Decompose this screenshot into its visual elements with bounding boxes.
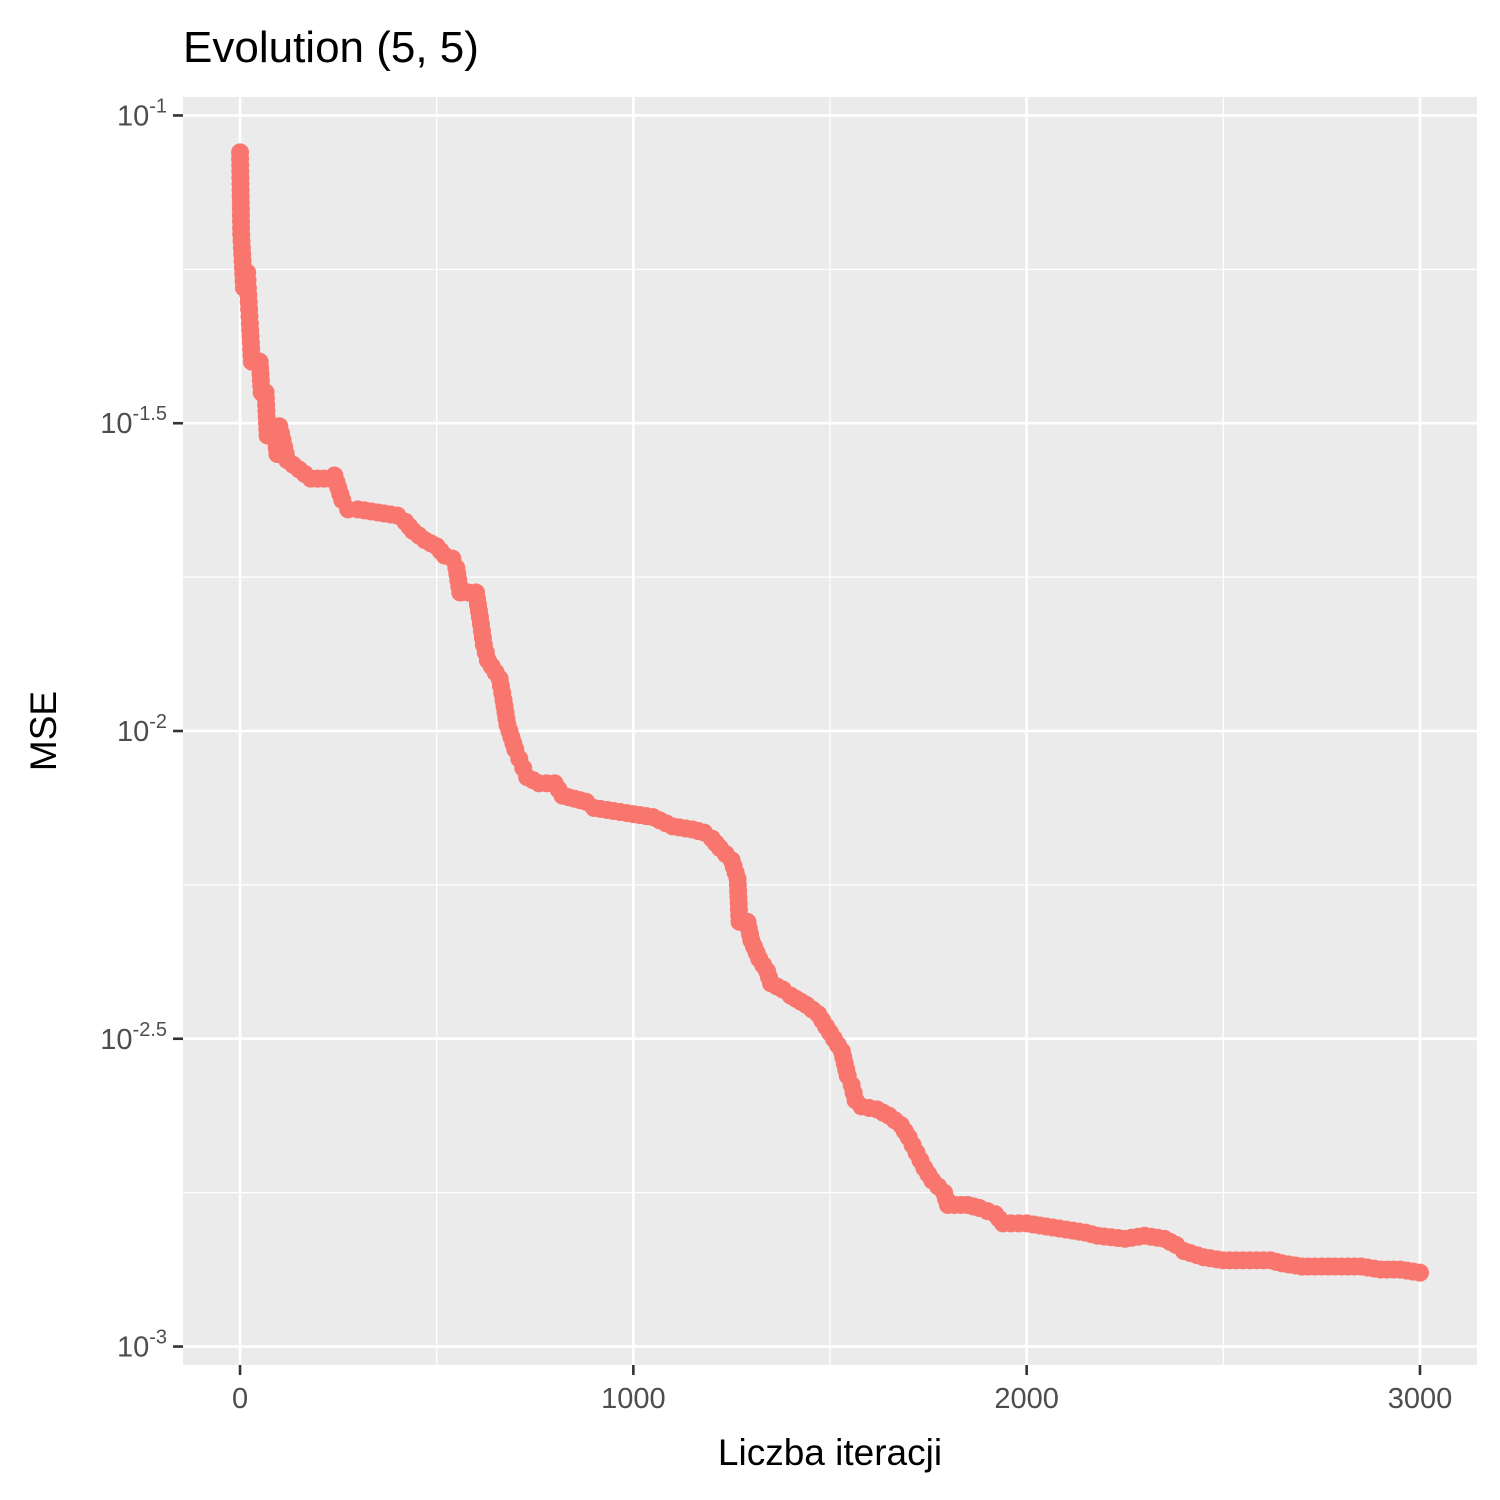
data-point — [1207, 1250, 1226, 1269]
x-tick-label: 0 — [232, 1383, 248, 1415]
data-points — [231, 143, 1429, 1282]
data-point — [1365, 1259, 1384, 1278]
data-point — [919, 1165, 938, 1184]
data-point — [689, 822, 708, 841]
y-tick-label: 10-1 — [117, 95, 167, 132]
y-axis-title: MSE — [23, 691, 64, 771]
data-point — [911, 1151, 930, 1170]
data-point — [1286, 1256, 1305, 1275]
x-axis-title: Liczba iteracji — [718, 1432, 942, 1473]
data-point — [1404, 1262, 1423, 1281]
data-point — [730, 906, 749, 925]
y-tick-label: 10-3 — [117, 1327, 167, 1364]
data-point — [1129, 1227, 1148, 1246]
data-point — [571, 791, 590, 810]
data-point — [240, 307, 259, 326]
data-point — [524, 771, 543, 790]
data-point — [1109, 1229, 1128, 1248]
data-point — [964, 1197, 983, 1216]
data-point — [767, 977, 786, 996]
data-point — [331, 485, 350, 504]
y-tick-label: 10-2 — [117, 711, 167, 748]
data-point — [1009, 1214, 1028, 1233]
data-point — [381, 505, 400, 524]
data-point — [844, 1083, 863, 1102]
x-tick-label: 2000 — [994, 1383, 1059, 1415]
data-point — [431, 541, 450, 560]
data-point — [482, 657, 501, 676]
data-point — [476, 643, 495, 662]
y-tick-label: 10-2.5 — [100, 1019, 167, 1056]
y-axis-ticks: 10-1 10-1.5 10-2 10-2.5 10-3 — [100, 95, 183, 1364]
data-point — [903, 1135, 922, 1154]
data-point — [504, 734, 523, 753]
data-point — [493, 684, 512, 703]
data-point — [1325, 1257, 1344, 1276]
data-point — [1384, 1260, 1403, 1279]
data-point — [1161, 1232, 1180, 1251]
data-point — [473, 628, 492, 647]
x-tick-label: 1000 — [601, 1383, 666, 1415]
data-point — [1227, 1251, 1246, 1270]
chart-title: Evolution (5, 5) — [183, 23, 479, 72]
data-point — [232, 218, 251, 237]
data-point — [1345, 1257, 1364, 1276]
data-point — [895, 1122, 914, 1141]
data-point — [860, 1099, 879, 1118]
x-axis-ticks: 0 1000 2000 3000 — [232, 1365, 1452, 1415]
x-tick-label: 3000 — [1388, 1383, 1453, 1415]
data-point — [837, 1060, 856, 1079]
y-tick-label: 10-1.5 — [100, 403, 167, 440]
data-point — [238, 271, 257, 290]
